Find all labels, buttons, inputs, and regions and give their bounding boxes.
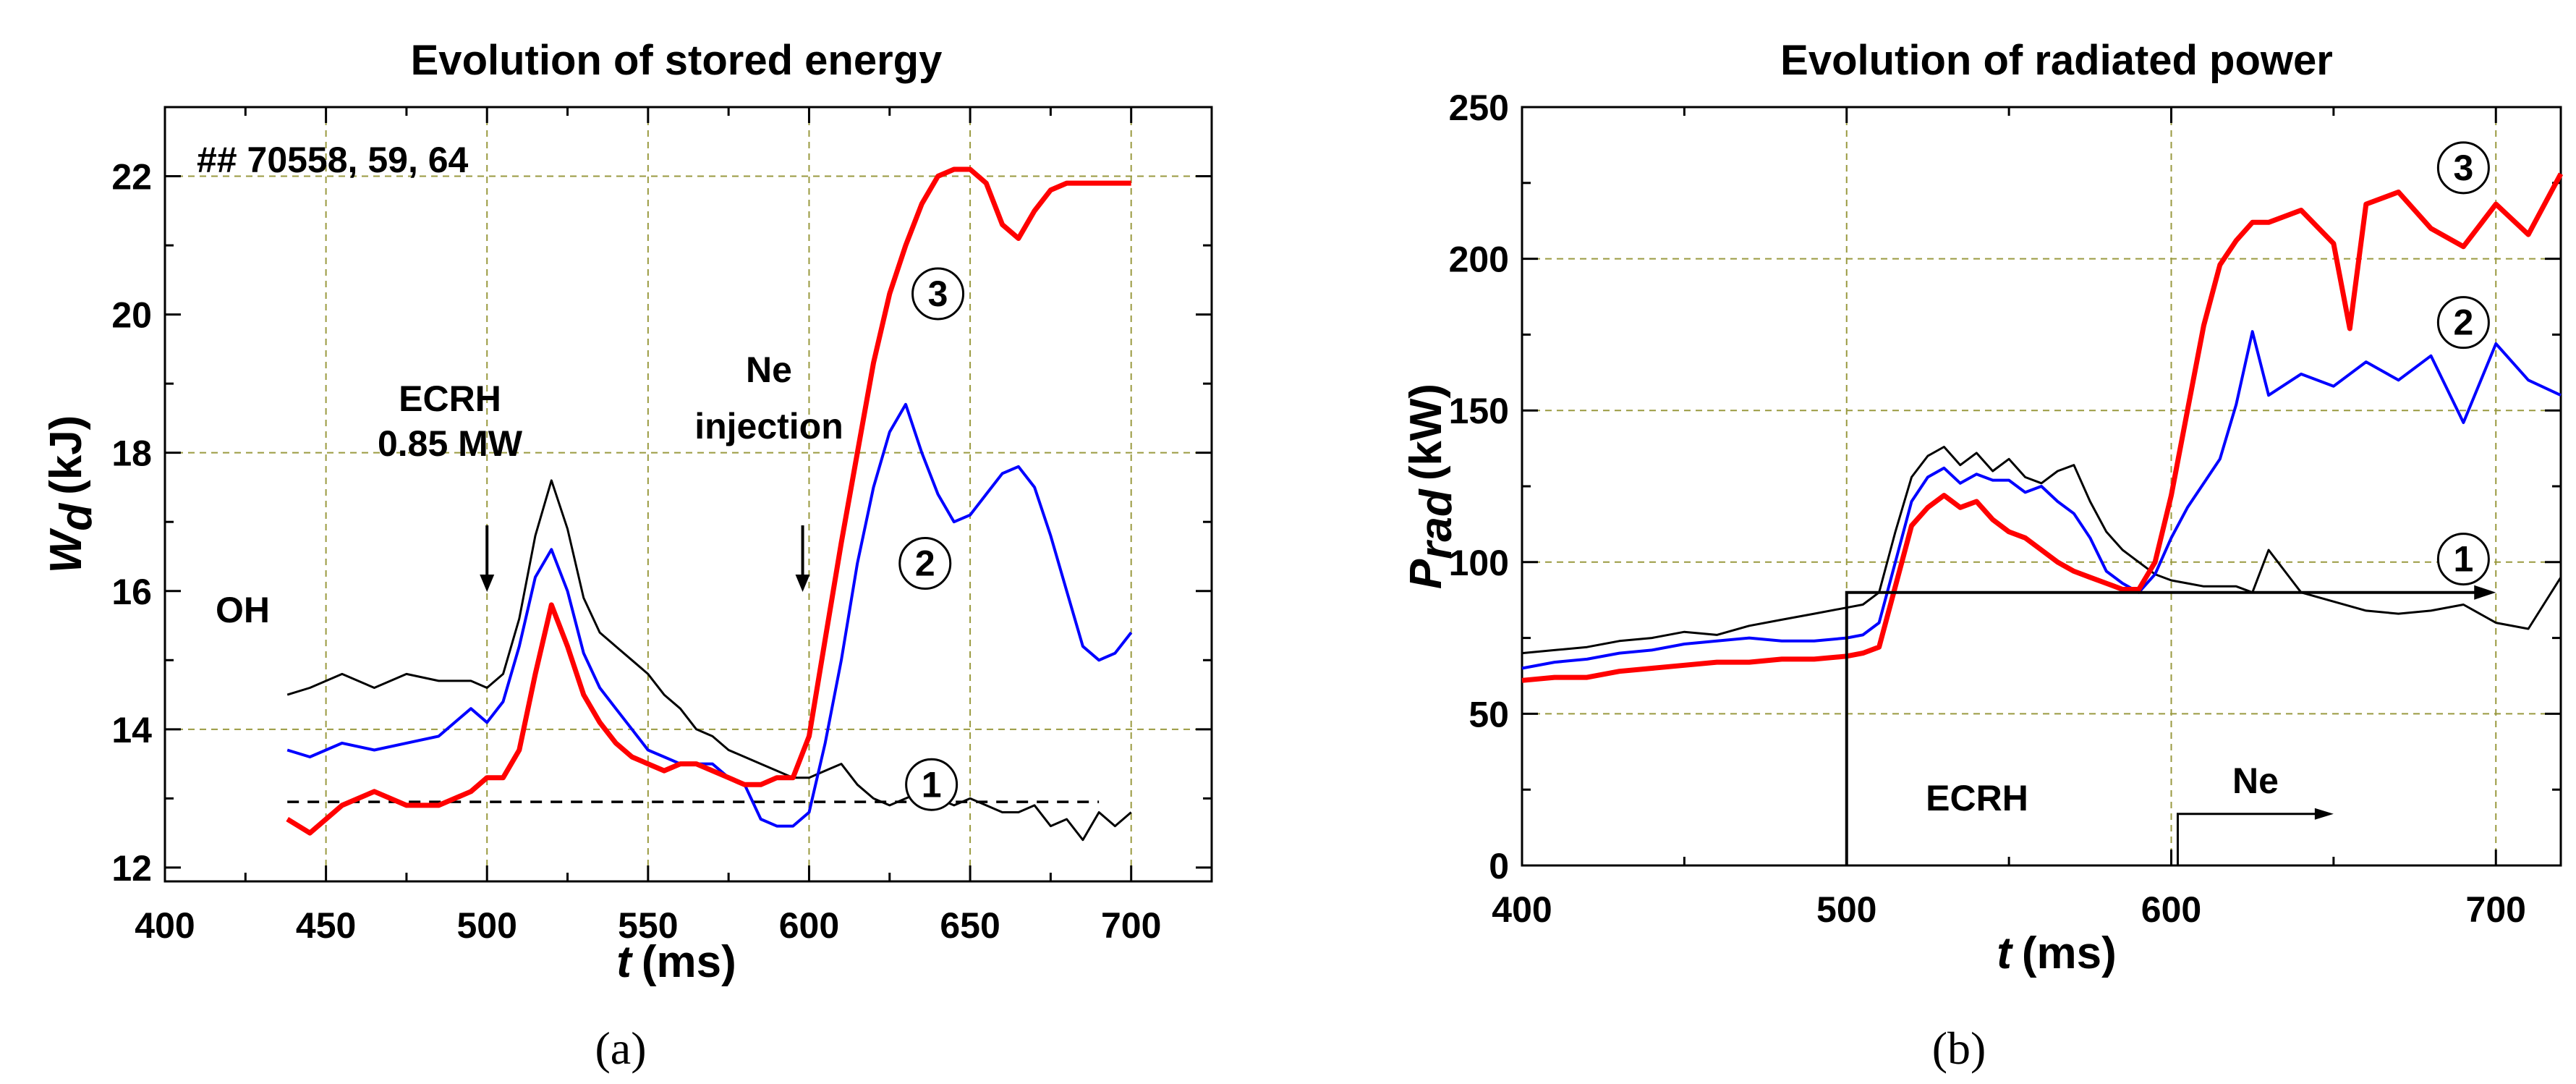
chart-a-y-axis-symbol: W bbox=[41, 528, 91, 573]
b-series-3-line bbox=[1521, 172, 2564, 683]
chart-b-ecrh-span-arrowhead bbox=[2474, 585, 2496, 600]
chart-a-y-tick-labels: 12 14 16 18 20 22 bbox=[111, 157, 152, 889]
a-y-tick-label: 20 bbox=[111, 295, 152, 336]
a-series-2-line bbox=[286, 402, 1133, 828]
a-x-tick-label: 700 bbox=[1101, 905, 1161, 946]
chart-a-y-axis-label: Wd (kJ) bbox=[41, 415, 101, 574]
caption-a: (a) bbox=[595, 1022, 646, 1074]
b-x-tick-label: 700 bbox=[2466, 889, 2526, 930]
b-x-tick-label: 600 bbox=[2141, 889, 2201, 930]
b-series-1-line bbox=[1521, 446, 2562, 655]
chart-a-title: Evolution of stored energy bbox=[411, 37, 943, 84]
chart-b-y-axis-unit: (kW) bbox=[1401, 384, 1451, 480]
chart-a-x-axis-symbol: t bbox=[616, 937, 633, 987]
chart-a-arrow-head bbox=[480, 575, 495, 592]
a-series-3-line bbox=[286, 166, 1131, 836]
caption-b: (b) bbox=[1932, 1022, 1986, 1074]
a-y-tick-label: 18 bbox=[111, 433, 152, 474]
chart-radiated-power: Evolution of radiated power 400 500 600 700… bbox=[1401, 37, 2564, 1074]
a-curve-label-3: 3 bbox=[928, 274, 948, 314]
chart-b-x-axis-unit: (ms) bbox=[2022, 928, 2117, 978]
a-curve-label-circle bbox=[905, 758, 958, 811]
chart-a-series bbox=[286, 166, 1133, 842]
chart-a-x-tick-labels: 400 450 500 550 600 650 700 bbox=[135, 905, 1161, 946]
b-y-tick-label: 250 bbox=[1449, 88, 1509, 128]
b-y-tick-label: 200 bbox=[1449, 240, 1509, 280]
a-x-tick-label: 600 bbox=[779, 905, 839, 946]
a-curve-label-circle bbox=[898, 537, 952, 590]
chart-a-injection-label: injection bbox=[694, 406, 843, 446]
b-y-tick-label: 100 bbox=[1449, 543, 1509, 583]
a-x-tick-label: 650 bbox=[940, 905, 1000, 946]
a-y-tick-label: 16 bbox=[111, 572, 152, 612]
b-curve-label-1: 1 bbox=[2453, 539, 2473, 580]
a-y-tick-label: 14 bbox=[111, 710, 152, 750]
chart-b-y-axis-symbol: P bbox=[1401, 559, 1451, 589]
chart-b-y-tick-labels: 0 50 100 150 200 250 bbox=[1449, 88, 1509, 886]
chart-b-heating-spans bbox=[1845, 585, 2496, 865]
b-x-tick-label: 400 bbox=[1492, 889, 1552, 930]
chart-a-oh-label: OH bbox=[216, 590, 270, 630]
chart-b-x-axis-symbol: t bbox=[1997, 928, 2013, 978]
a-x-tick-label: 450 bbox=[296, 905, 356, 946]
a-x-tick-label: 550 bbox=[618, 905, 678, 946]
chart-a-grid bbox=[165, 107, 1212, 881]
a-curve-label-1: 1 bbox=[922, 764, 942, 805]
b-curve-label-circle bbox=[2436, 141, 2490, 195]
chart-a-x-axis-label: t (ms) bbox=[616, 937, 736, 987]
chart-b-x-axis-label: t (ms) bbox=[1997, 928, 2117, 978]
chart-a-arrows bbox=[480, 525, 810, 592]
b-curve-label-circle bbox=[2436, 296, 2490, 350]
chart-a-ticks bbox=[163, 107, 1212, 881]
chart-a-ecrh-label: ECRH bbox=[399, 378, 501, 419]
b-series-2-line bbox=[1521, 330, 2562, 670]
chart-a-x-axis-unit: (ms) bbox=[642, 937, 736, 987]
chart-a-y-axis-subscript: d bbox=[51, 503, 101, 531]
a-series-1-line bbox=[286, 479, 1132, 842]
b-y-tick-label: 150 bbox=[1449, 391, 1509, 431]
a-y-tick-label: 12 bbox=[111, 848, 152, 889]
chart-b-x-tick-labels: 400 500 600 700 bbox=[1492, 889, 2526, 930]
chart-b-series bbox=[1521, 172, 2564, 683]
chart-b-ecrh-label: ECRH bbox=[1926, 778, 2028, 818]
chart-a-arrow-head bbox=[795, 575, 810, 592]
a-x-tick-label: 400 bbox=[135, 905, 195, 946]
b-y-tick-label: 50 bbox=[1468, 694, 1509, 734]
b-y-tick-label: 0 bbox=[1489, 846, 1509, 886]
a-curve-label-2: 2 bbox=[915, 543, 935, 584]
b-curve-label-3: 3 bbox=[2453, 148, 2473, 188]
chart-b-y-axis-label: Prad (kW) bbox=[1401, 384, 1461, 589]
chart-a-plot-frame bbox=[163, 106, 1213, 883]
chart-a-ecrh-power-label: 0.85 MW bbox=[378, 423, 523, 464]
a-curve-label-circle bbox=[911, 267, 965, 321]
chart-b-ne-label: Ne bbox=[2232, 761, 2279, 801]
a-y-tick-label: 22 bbox=[111, 157, 152, 198]
b-x-tick-label: 500 bbox=[1816, 889, 1876, 930]
chart-a-ne-label: Ne bbox=[746, 350, 792, 390]
chart-b-y-axis-subscript: rad bbox=[1411, 488, 1461, 559]
chart-stored-energy: Evolution of stored energy 400 450 500 550 6… bbox=[41, 37, 1213, 1074]
a-x-tick-label: 500 bbox=[457, 905, 517, 946]
chart-b-ne-span-line bbox=[2176, 813, 2318, 865]
b-curve-label-2: 2 bbox=[2453, 302, 2473, 343]
chart-a-y-axis-unit: (kJ) bbox=[41, 415, 91, 495]
chart-a-curve-labels: 1 2 3 bbox=[898, 267, 965, 811]
chart-b-ecrh-span-line bbox=[1845, 590, 2478, 865]
chart-b-title: Evolution of radiated power bbox=[1780, 37, 2333, 84]
chart-a-shot-numbers: ## 70558, 59, 64 bbox=[197, 140, 469, 180]
chart-b-curve-labels: 1 2 3 bbox=[2436, 141, 2490, 586]
b-curve-label-circle bbox=[2436, 533, 2490, 586]
chart-b-ne-span-arrowhead bbox=[2314, 808, 2334, 820]
